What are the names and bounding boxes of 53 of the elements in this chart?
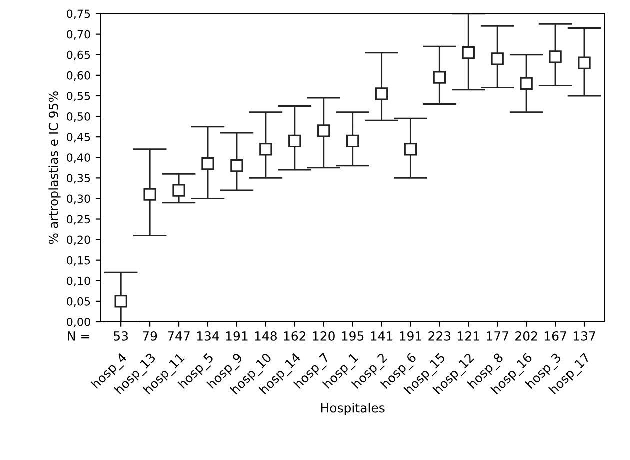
point <box>578 56 591 70</box>
text: N = <box>68 332 90 341</box>
y-tick-label: 0,35 <box>67 174 90 184</box>
text: 167 <box>545 331 566 341</box>
point <box>202 157 214 170</box>
point <box>318 124 330 138</box>
point <box>491 52 504 66</box>
point <box>260 143 272 156</box>
y-tick-label: 0,25 <box>67 215 90 225</box>
point <box>462 46 475 60</box>
text: 177 <box>487 332 508 341</box>
y-tick-label: 0,10 <box>67 276 90 286</box>
y-axis-title: % artroplastias e IC 95% <box>48 92 61 244</box>
y-tick-label: 0,15 <box>67 256 90 266</box>
y-tick-label: 0,70 <box>67 30 90 40</box>
text: 202 <box>516 331 538 341</box>
text: 121 <box>458 331 480 341</box>
text: 747 <box>168 332 190 341</box>
text: 53 <box>114 331 128 341</box>
y-tick-label: 0,30 <box>67 194 90 204</box>
y-tick-label: 0,40 <box>67 154 90 164</box>
text: 191 <box>226 331 248 341</box>
point <box>230 160 244 172</box>
point <box>433 71 446 84</box>
text: 134 <box>197 331 220 341</box>
y-tick-label: 0,75 <box>67 10 90 20</box>
text: 162 <box>284 331 306 341</box>
y-tick-label: 0,65 <box>67 50 90 60</box>
x-axis-title: Hospitales <box>321 403 385 416</box>
text: 191 <box>400 331 422 341</box>
text: 137 <box>574 331 596 341</box>
text: 148 <box>255 331 277 341</box>
text: 141 <box>371 332 393 341</box>
text: 223 <box>428 331 451 341</box>
point <box>144 188 156 201</box>
text: 79 <box>143 331 158 341</box>
point <box>549 50 562 64</box>
y-tick-label: 0,00 <box>67 318 90 328</box>
y-tick-label: 0,05 <box>67 297 90 307</box>
point <box>172 184 186 197</box>
point <box>520 77 533 90</box>
y-tick-label: 0,20 <box>67 236 90 246</box>
point <box>114 295 128 308</box>
y-tick-label: 0,45 <box>67 133 90 143</box>
text: 195 <box>342 331 364 341</box>
point <box>375 88 388 100</box>
point <box>404 143 418 156</box>
text: 120 <box>313 331 335 341</box>
y-tick-label: 0,50 <box>67 112 90 122</box>
y-tick-label: 0,55 <box>67 92 90 102</box>
y-tick-label: 0,60 <box>67 71 90 81</box>
point <box>346 134 360 148</box>
point <box>288 134 302 148</box>
